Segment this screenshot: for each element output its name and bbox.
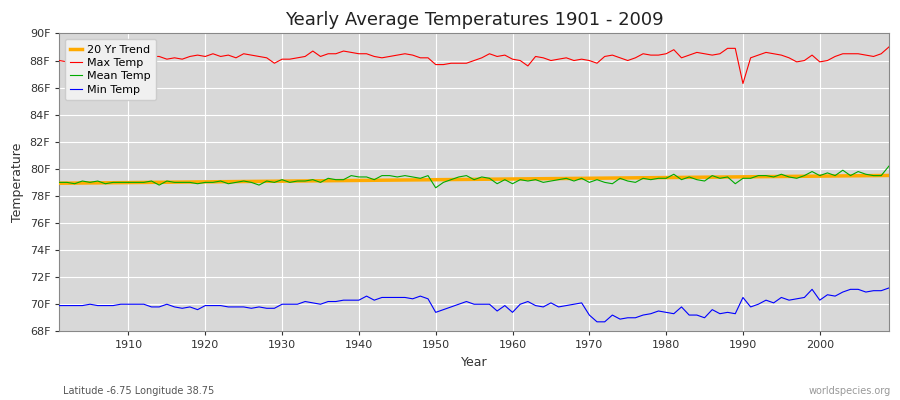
Max Temp <box>115 60 126 64</box>
20 Yr Trend <box>884 173 895 178</box>
20 Yr Trend <box>500 177 510 182</box>
Max Temp <box>507 57 517 62</box>
Max Temp <box>500 53 510 58</box>
Line: Max Temp: Max Temp <box>59 47 889 84</box>
Min Temp <box>115 302 126 307</box>
Min Temp <box>284 302 295 307</box>
Max Temp <box>54 58 65 63</box>
Mean Temp <box>607 181 617 186</box>
Mean Temp <box>54 180 65 185</box>
20 Yr Trend <box>599 176 610 180</box>
20 Yr Trend <box>115 180 126 185</box>
Mean Temp <box>507 181 517 186</box>
20 Yr Trend <box>54 181 65 186</box>
Mean Temp <box>330 177 341 182</box>
Mean Temp <box>115 180 126 185</box>
Max Temp <box>599 54 610 59</box>
Max Temp <box>330 51 341 56</box>
Min Temp <box>884 286 895 290</box>
X-axis label: Year: Year <box>461 356 488 369</box>
20 Yr Trend <box>284 179 295 184</box>
Line: Mean Temp: Mean Temp <box>59 166 889 188</box>
Text: Latitude -6.75 Longitude 38.75: Latitude -6.75 Longitude 38.75 <box>63 386 214 396</box>
Min Temp <box>500 303 510 308</box>
Legend: 20 Yr Trend, Max Temp, Mean Temp, Min Temp: 20 Yr Trend, Max Temp, Mean Temp, Min Te… <box>65 39 157 100</box>
Title: Yearly Average Temperatures 1901 - 2009: Yearly Average Temperatures 1901 - 2009 <box>284 11 663 29</box>
Min Temp <box>591 320 602 324</box>
Mean Temp <box>430 185 441 190</box>
Mean Temp <box>884 164 895 168</box>
20 Yr Trend <box>507 176 517 181</box>
Max Temp <box>884 44 895 49</box>
Mean Temp <box>284 180 295 185</box>
Max Temp <box>284 57 295 62</box>
Max Temp <box>737 81 748 86</box>
Min Temp <box>54 303 65 308</box>
Min Temp <box>507 310 517 315</box>
Line: Min Temp: Min Temp <box>59 288 889 322</box>
Line: 20 Yr Trend: 20 Yr Trend <box>59 176 889 183</box>
Min Temp <box>607 313 617 318</box>
Mean Temp <box>515 177 526 182</box>
Y-axis label: Temperature: Temperature <box>11 143 24 222</box>
Min Temp <box>330 299 341 304</box>
20 Yr Trend <box>330 178 341 183</box>
Text: worldspecies.org: worldspecies.org <box>809 386 891 396</box>
